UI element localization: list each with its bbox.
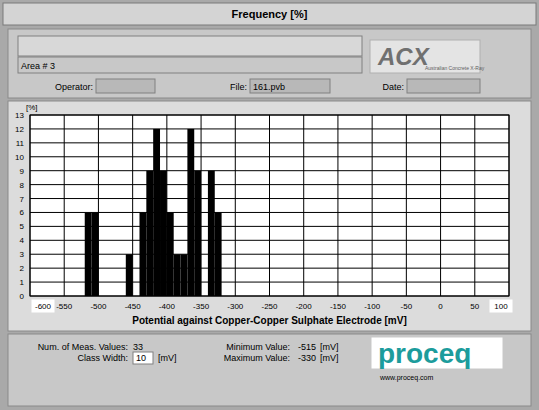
unit: [mV] — [320, 342, 339, 352]
class-width: 10 — [136, 353, 146, 363]
bars — [85, 129, 222, 296]
title: Frequency [%] — [232, 8, 308, 20]
x-tick-label: -50 — [401, 302, 413, 311]
x-range-box — [32, 300, 54, 312]
x-tick-label: -100 — [364, 302, 381, 311]
histogram-bar — [119, 296, 126, 297]
x-tick-label: -500 — [90, 302, 107, 311]
unit: [mV] — [158, 353, 177, 363]
x-tick-label: -600 — [35, 302, 52, 311]
histogram-bar — [98, 296, 105, 297]
brand-box — [372, 338, 502, 368]
y-tick-label: 4 — [20, 236, 25, 245]
grid-line — [474, 115, 475, 296]
histogram-bar — [85, 212, 92, 296]
histogram-bar — [181, 254, 188, 296]
x-tick-label: -450 — [125, 302, 142, 311]
histogram-bar — [153, 129, 160, 296]
file-label: File: — [230, 82, 247, 92]
histogram-bar — [201, 296, 208, 297]
date-label: Date: — [382, 82, 404, 92]
x-tick-label: 0 — [438, 302, 443, 311]
x-axis-label: Potential against Copper-Copper Sulphate… — [132, 315, 406, 326]
x-tick-label: -550 — [56, 302, 73, 311]
y-tick-label: 13 — [15, 111, 24, 120]
summary-panel — [8, 334, 531, 406]
y-tick-label: 12 — [15, 125, 24, 134]
min-label: Minimum Value: — [226, 342, 290, 352]
histogram-bar — [208, 171, 215, 296]
date-field — [407, 79, 480, 93]
unit: [mV] — [320, 353, 339, 363]
y-tick-label: 11 — [16, 139, 25, 148]
count-label: Num. of Meas. Values: — [38, 342, 128, 352]
x-tick-label: 100 — [494, 302, 508, 311]
plot-area — [30, 115, 509, 296]
logo: ACX — [377, 43, 431, 70]
histogram-bar — [194, 171, 201, 296]
histogram-bar — [105, 296, 112, 297]
x-tick-label: -150 — [330, 302, 347, 311]
operator-field — [96, 79, 155, 93]
y-tick-label: 6 — [20, 208, 25, 217]
y-tick-label: 9 — [20, 167, 25, 176]
y-tick-label: 1 — [20, 278, 25, 287]
count: 33 — [133, 342, 143, 352]
class-width-field — [133, 352, 153, 364]
x-tick-label: -400 — [159, 302, 176, 311]
file: 161.pvb — [253, 82, 285, 92]
histogram-bar — [133, 296, 140, 297]
y-tick-label: 2 — [20, 264, 25, 273]
histogram-bar — [92, 212, 99, 296]
window: Frequency [%] Area # 3 ACXAustralian Concr… — [0, 0, 539, 410]
grid-line — [64, 115, 65, 296]
file-field — [250, 79, 330, 93]
y-axis-label: [%] — [26, 103, 38, 112]
histogram-bar — [112, 296, 119, 297]
histogram-bar — [215, 212, 222, 296]
logo-caption: Australian Concrete X-Ray — [425, 65, 485, 71]
x-tick-label: -350 — [193, 302, 210, 311]
grid-line — [269, 115, 270, 296]
grid-line — [337, 115, 338, 296]
y-tick-label: 10 — [15, 153, 24, 162]
title-bar — [3, 3, 536, 25]
x-tick-label: -250 — [261, 302, 278, 311]
header-panel — [8, 29, 531, 98]
histogram-bar — [160, 171, 167, 296]
y-tick-label: 8 — [20, 181, 25, 190]
histogram-bar — [167, 212, 174, 296]
histogram-bar — [187, 129, 194, 296]
grid-line — [235, 115, 236, 296]
grid-line — [406, 115, 407, 296]
background — [0, 0, 539, 410]
name-field — [18, 36, 362, 56]
grid-line — [372, 115, 373, 296]
histogram-bar — [174, 254, 181, 296]
min: -515 — [298, 342, 316, 352]
x-tick-label: -300 — [227, 302, 244, 311]
y-tick-label: 7 — [20, 195, 25, 204]
histogram-bar — [139, 212, 146, 296]
histogram-bar — [146, 171, 153, 296]
area: Area # 3 — [21, 61, 55, 71]
area-field — [18, 57, 362, 73]
y-tick-label: 0 — [20, 292, 25, 301]
url: www.proceq.com — [379, 374, 433, 382]
class-width-label: Class Width: — [77, 353, 128, 363]
grid-line — [303, 115, 304, 296]
max: -330 — [298, 353, 316, 363]
chart-panel — [8, 101, 531, 331]
plot-frame — [30, 115, 509, 296]
max-label: Maximum Value: — [224, 353, 290, 363]
x-range-box — [490, 300, 512, 312]
y-tick-label: 5 — [20, 222, 25, 231]
grid-line — [440, 115, 441, 296]
y-tick-label: 3 — [20, 250, 25, 259]
operator-label: Operator: — [55, 82, 93, 92]
x-tick-label: -200 — [296, 302, 313, 311]
x-tick-label: 50 — [470, 302, 479, 311]
brand: proceq — [378, 338, 471, 369]
histogram-bar — [126, 254, 133, 296]
